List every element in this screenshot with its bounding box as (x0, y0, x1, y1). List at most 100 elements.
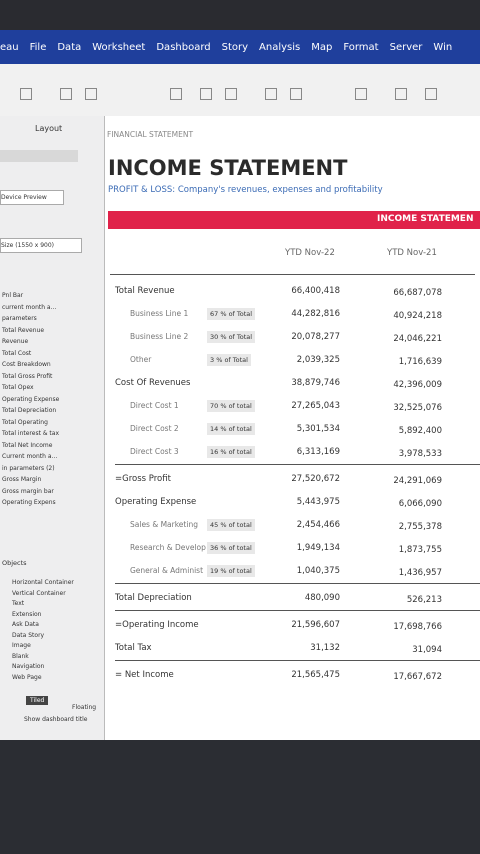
percent-label: 16 % of total (207, 446, 255, 458)
tool[interactable] (60, 88, 72, 100)
tool[interactable] (200, 88, 212, 100)
tool[interactable] (290, 88, 302, 100)
banner: INCOME STATEMEN (377, 214, 474, 224)
sheet-item[interactable]: Total Depreciation (2, 407, 57, 414)
menu-item[interactable]: Map (311, 41, 333, 53)
object-item[interactable]: Navigation (12, 663, 45, 670)
tool[interactable] (225, 88, 237, 100)
menu-item[interactable]: File (29, 41, 47, 53)
objects-title: Objects (2, 559, 27, 567)
left-panel: Layout Device Preview Size (1550 x 900) … (0, 116, 105, 746)
subtitle: PROFIT & LOSS: Company's revenues, expen… (108, 185, 383, 195)
tool[interactable] (395, 88, 407, 100)
device-preview[interactable]: Device Preview (0, 190, 64, 205)
menu-item[interactable]: Worksheet (92, 41, 146, 53)
value-2021: 17,667,672 (393, 672, 442, 682)
value-2021: 24,046,221 (393, 334, 442, 344)
sheet-item[interactable]: Operating Expense (2, 395, 60, 403)
tool[interactable] (85, 88, 97, 100)
title: INCOME STATEMENT (108, 156, 348, 180)
object-item[interactable]: Image (12, 642, 31, 649)
sheet-item[interactable]: Total Cost (2, 349, 32, 357)
sheet-item[interactable]: Total Net Income (2, 441, 53, 449)
tool[interactable] (355, 88, 367, 100)
row-label: Research & Develop (130, 543, 206, 552)
value-2022: 5,443,975 (296, 497, 340, 507)
percent-label: 30 % of Total (207, 331, 256, 343)
object-item[interactable]: Ask Data (12, 621, 39, 628)
sheet-item[interactable]: Total Gross Profit (2, 372, 53, 380)
sheet-item[interactable]: Revenue (2, 338, 29, 345)
object-item[interactable]: Data Story (12, 631, 45, 639)
value-2022: 38,879,746 (291, 378, 340, 388)
sheet-item[interactable]: Total interest & tax (2, 430, 60, 437)
menu-item[interactable]: eau (0, 41, 19, 53)
object-item[interactable]: Web Page (12, 673, 42, 681)
row-label: = Net Income (115, 670, 174, 680)
sheet-item[interactable]: Cost Breakdown (2, 361, 51, 368)
value-2022: 480,090 (304, 593, 340, 603)
row-label: Direct Cost 2 (130, 424, 179, 433)
row-label: Direct Cost 3 (130, 447, 179, 456)
object-item[interactable]: Vertical Container (12, 589, 66, 597)
sheet-item[interactable]: Gross Margin (2, 476, 42, 483)
object-item[interactable]: Text (12, 600, 25, 607)
value-2022: 1,949,134 (296, 543, 340, 553)
menu-bar: eau File Data Worksheet Dashboard Story Analys… (0, 30, 480, 64)
row-label: =Gross Profit (115, 474, 171, 484)
sheet-item[interactable]: Gross margin bar (2, 487, 54, 495)
value-2022: 27,265,043 (291, 401, 340, 411)
tiled-button[interactable]: Tiled (26, 696, 49, 705)
value-2021: 1,873,755 (398, 545, 442, 555)
tool[interactable] (20, 88, 32, 100)
value-2021: 42,396,009 (393, 380, 442, 390)
value-2022: 66,400,418 (291, 286, 340, 296)
object-item[interactable]: Horizontal Container (12, 579, 74, 586)
layout-tab[interactable]: Layout (35, 124, 63, 133)
show-title[interactable]: Show dashboard title (24, 716, 88, 723)
value-2022: 5,301,534 (296, 424, 340, 434)
value-2022: 20,078,277 (291, 332, 340, 342)
floating-button[interactable]: Floating (72, 704, 97, 711)
tool[interactable] (170, 88, 182, 100)
row-label: General & Administ (130, 566, 204, 575)
menu-item[interactable]: Story (221, 41, 249, 53)
menu-item[interactable]: Dashboard (156, 41, 211, 53)
menu-item[interactable]: Format (343, 41, 379, 53)
sheet-item[interactable]: Total Opex (2, 384, 34, 391)
size-select[interactable]: Size (1550 x 900) (0, 238, 82, 253)
value-2021: 1,436,957 (398, 568, 442, 578)
column-header: YTD Nov-21 (387, 248, 437, 258)
value-2022: 21,565,475 (291, 670, 340, 680)
object-item[interactable]: Blank (12, 652, 29, 660)
value-2021: 5,892,400 (398, 426, 442, 436)
toolbar (0, 64, 480, 117)
separator (115, 583, 480, 584)
sheet-item[interactable]: Total Revenue (2, 326, 45, 334)
separator (115, 660, 480, 661)
tool[interactable] (265, 88, 277, 100)
value-2021: 66,687,078 (393, 288, 442, 298)
object-item[interactable]: Extension (12, 610, 42, 618)
value-2022: 2,454,466 (296, 520, 340, 530)
menu-item[interactable]: Data (57, 41, 82, 53)
row-label: Cost Of Revenues (115, 378, 191, 388)
sheet-item[interactable]: Pnl Bar (2, 292, 24, 299)
sheet-item[interactable]: current month a... (2, 303, 57, 311)
sheet-item[interactable]: Current month a... (2, 453, 58, 460)
sheet-item[interactable]: parameters (2, 315, 37, 322)
row-label: =Operating Income (115, 620, 199, 630)
sheet-item[interactable]: Operating Expens (2, 499, 56, 506)
sheet-item[interactable]: Total Operating (2, 418, 48, 426)
value-2022: 21,596,607 (291, 620, 340, 630)
value-2021: 17,698,766 (393, 622, 442, 632)
dashboard: FINANCIAL STATEMENT INCOME STATEMENT PRO… (105, 116, 480, 756)
menu-item[interactable]: Server (389, 41, 423, 53)
percent-label: 45 % of total (207, 519, 255, 531)
tool[interactable] (425, 88, 437, 100)
menu-item[interactable]: Win (433, 41, 453, 53)
menu-item[interactable]: Analysis (259, 41, 301, 53)
value-2021: 1,716,639 (398, 357, 442, 367)
sheet-item[interactable]: in parameters (2) (2, 464, 55, 472)
row-label: Total Depreciation (115, 593, 192, 603)
